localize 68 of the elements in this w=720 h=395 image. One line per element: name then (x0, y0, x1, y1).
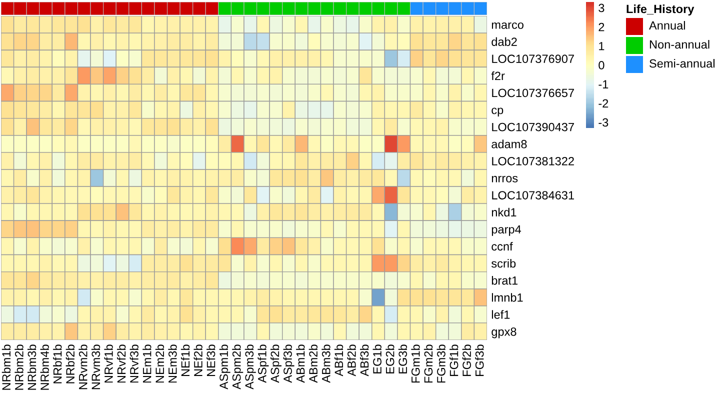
x-tick-label: NEf2b (194, 344, 202, 376)
color-bar-label: -2 (598, 99, 608, 108)
y-tick-label: nrros (492, 176, 518, 182)
y-tick-label: adam8 (492, 140, 527, 148)
x-tick-label: ABf2b (347, 344, 356, 376)
x-tick-label: ASpf1b (258, 344, 269, 383)
y-tick-label: lef1 (492, 310, 510, 319)
x-tick-label: NEf3b (206, 344, 216, 376)
color-bar-label: 1 (599, 42, 604, 50)
x-tick-label: ASpm2b (232, 344, 244, 390)
x-tick-label: NRvm3b (91, 344, 100, 390)
x-tick-label: FGm1b (411, 344, 420, 383)
x-tick-label: EG3b (398, 344, 408, 374)
text: Non-annual (650, 40, 710, 49)
y-tick-label: parp4 (492, 225, 522, 236)
x-tick-label: ASpf2b (270, 344, 282, 383)
x-tick-label: NRbf2b (66, 344, 75, 384)
y-tick-label: gpx8 (492, 328, 516, 338)
y-tick-label: LOC107390437 (492, 122, 574, 132)
x-tick-label: NEm2b (155, 344, 164, 383)
y-tick-label: LOC107381322 (492, 156, 574, 166)
y-tick-label: scrib (491, 258, 516, 268)
y-tick-label: ccnf (492, 242, 513, 251)
x-tick-label: NRbf1b (53, 344, 62, 384)
text: Annual (649, 21, 685, 30)
text: Semi-annual (650, 59, 714, 68)
x-tick-label: FGm3b (436, 344, 446, 383)
color-bar-label: 0 (598, 61, 604, 70)
x-tick-label: ABf3b (360, 344, 369, 376)
y-tick-label: LOC107376657 (492, 88, 574, 98)
y-tick-label: lmnb1 (492, 293, 523, 302)
x-tick-label: ASpm3b (244, 344, 256, 390)
x-tick-label: NRbm4b (40, 344, 49, 390)
x-tick-label: ABm1b (296, 344, 305, 383)
x-tick-label: FGf3b (475, 344, 484, 376)
x-tick-label: ABm2b (308, 344, 318, 383)
color-bar-label: 3 (598, 4, 604, 12)
legend-title: Life_History (626, 4, 694, 16)
x-tick-label: EG2b (386, 344, 394, 374)
color-bar-label: -3 (598, 118, 608, 127)
y-tick-label: brat1 (492, 276, 518, 285)
color-bar-label: -1 (598, 80, 608, 88)
color-bar-label: 2 (598, 22, 604, 32)
x-tick-label: NRvm2b (78, 344, 88, 390)
y-tick-label: marco (492, 22, 524, 29)
x-tick-label: FGm2b (424, 344, 433, 383)
x-tick-label: NRbm2b (14, 344, 24, 390)
y-tick-label: LOC107376907 (492, 54, 574, 64)
x-tick-label: EG1b (372, 344, 382, 374)
x-tick-label: ABm3b (322, 344, 330, 383)
x-tick-label: NRvf1b (104, 344, 113, 383)
x-tick-label: NEf1b (180, 344, 190, 376)
y-tick-label: dab2 (492, 37, 517, 46)
x-tick-label: NRbm3b (27, 344, 36, 390)
x-tick-label: FGf1b (450, 344, 458, 376)
x-tick-label: ASpm1b (219, 344, 230, 390)
x-tick-label: NRvf3b (130, 344, 138, 383)
x-tick-label: FGf2b (462, 344, 471, 376)
x-tick-label: NEm3b (168, 344, 177, 383)
x-tick-label: NEm1b (142, 344, 152, 383)
x-tick-label: NRvf2b (117, 344, 126, 383)
y-tick-label: LOC107384631 (492, 191, 574, 200)
x-tick-label: ASpf3b (283, 344, 294, 383)
x-tick-label: NRbm1b (2, 344, 11, 390)
y-tick-label: f2r (491, 71, 505, 80)
y-tick-label: cp (492, 108, 504, 117)
x-tick-label: ABf1b (334, 344, 344, 376)
y-tick-label: nkd1 (492, 208, 516, 216)
